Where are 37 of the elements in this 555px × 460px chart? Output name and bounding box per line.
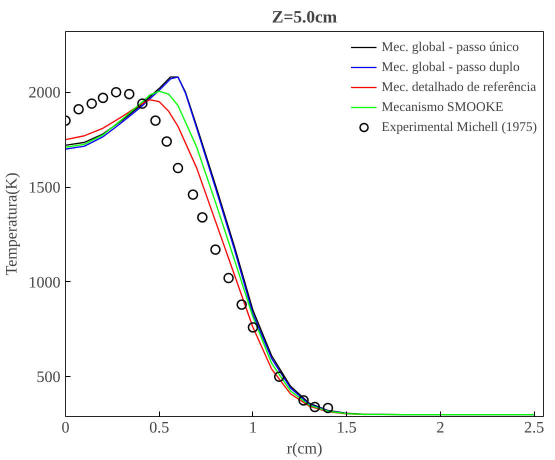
point [188, 189, 198, 200]
x-tick-label: 1 [248, 420, 257, 436]
legend-label: Experimental Michell (1975) [382, 119, 537, 135]
legend-label: Mec. global - passo único [382, 39, 519, 55]
legend-label: Mec. global - passo duplo [382, 59, 520, 75]
point [86, 98, 97, 109]
x-tick-label: 0.5 [149, 420, 170, 436]
point [298, 395, 309, 406]
point [110, 86, 122, 98]
point [137, 98, 148, 109]
y-axis-title: Temperatura(K) [4, 172, 20, 276]
point [223, 272, 234, 284]
point [150, 115, 161, 126]
legend-label: Mecanismo SMOOKE [382, 99, 504, 115]
chart-title: Z=5.0cm [272, 8, 338, 26]
y-tick-label: 1000 [28, 274, 60, 292]
point [161, 136, 172, 147]
point [197, 212, 208, 223]
y-tick-label: 1500 [28, 180, 60, 197]
point [124, 88, 134, 100]
x-tick-label: 0 [62, 420, 70, 436]
y-tick-label: 500 [36, 369, 60, 386]
point [73, 104, 84, 114]
point [210, 244, 221, 255]
y-tick-label: 2000 [28, 84, 60, 102]
legend-label: Mec. detalhado de referência [382, 79, 536, 95]
point [236, 299, 247, 310]
point [322, 402, 334, 414]
point [310, 402, 320, 412]
point [248, 322, 258, 333]
x-axis-title: r(cm) [286, 440, 322, 458]
point [274, 371, 284, 382]
x-tick-label: 1.5 [336, 420, 357, 436]
point [172, 162, 184, 174]
point [98, 92, 108, 104]
x-tick-label: 2.5 [524, 420, 544, 436]
x-tick-label: 2 [436, 420, 444, 436]
